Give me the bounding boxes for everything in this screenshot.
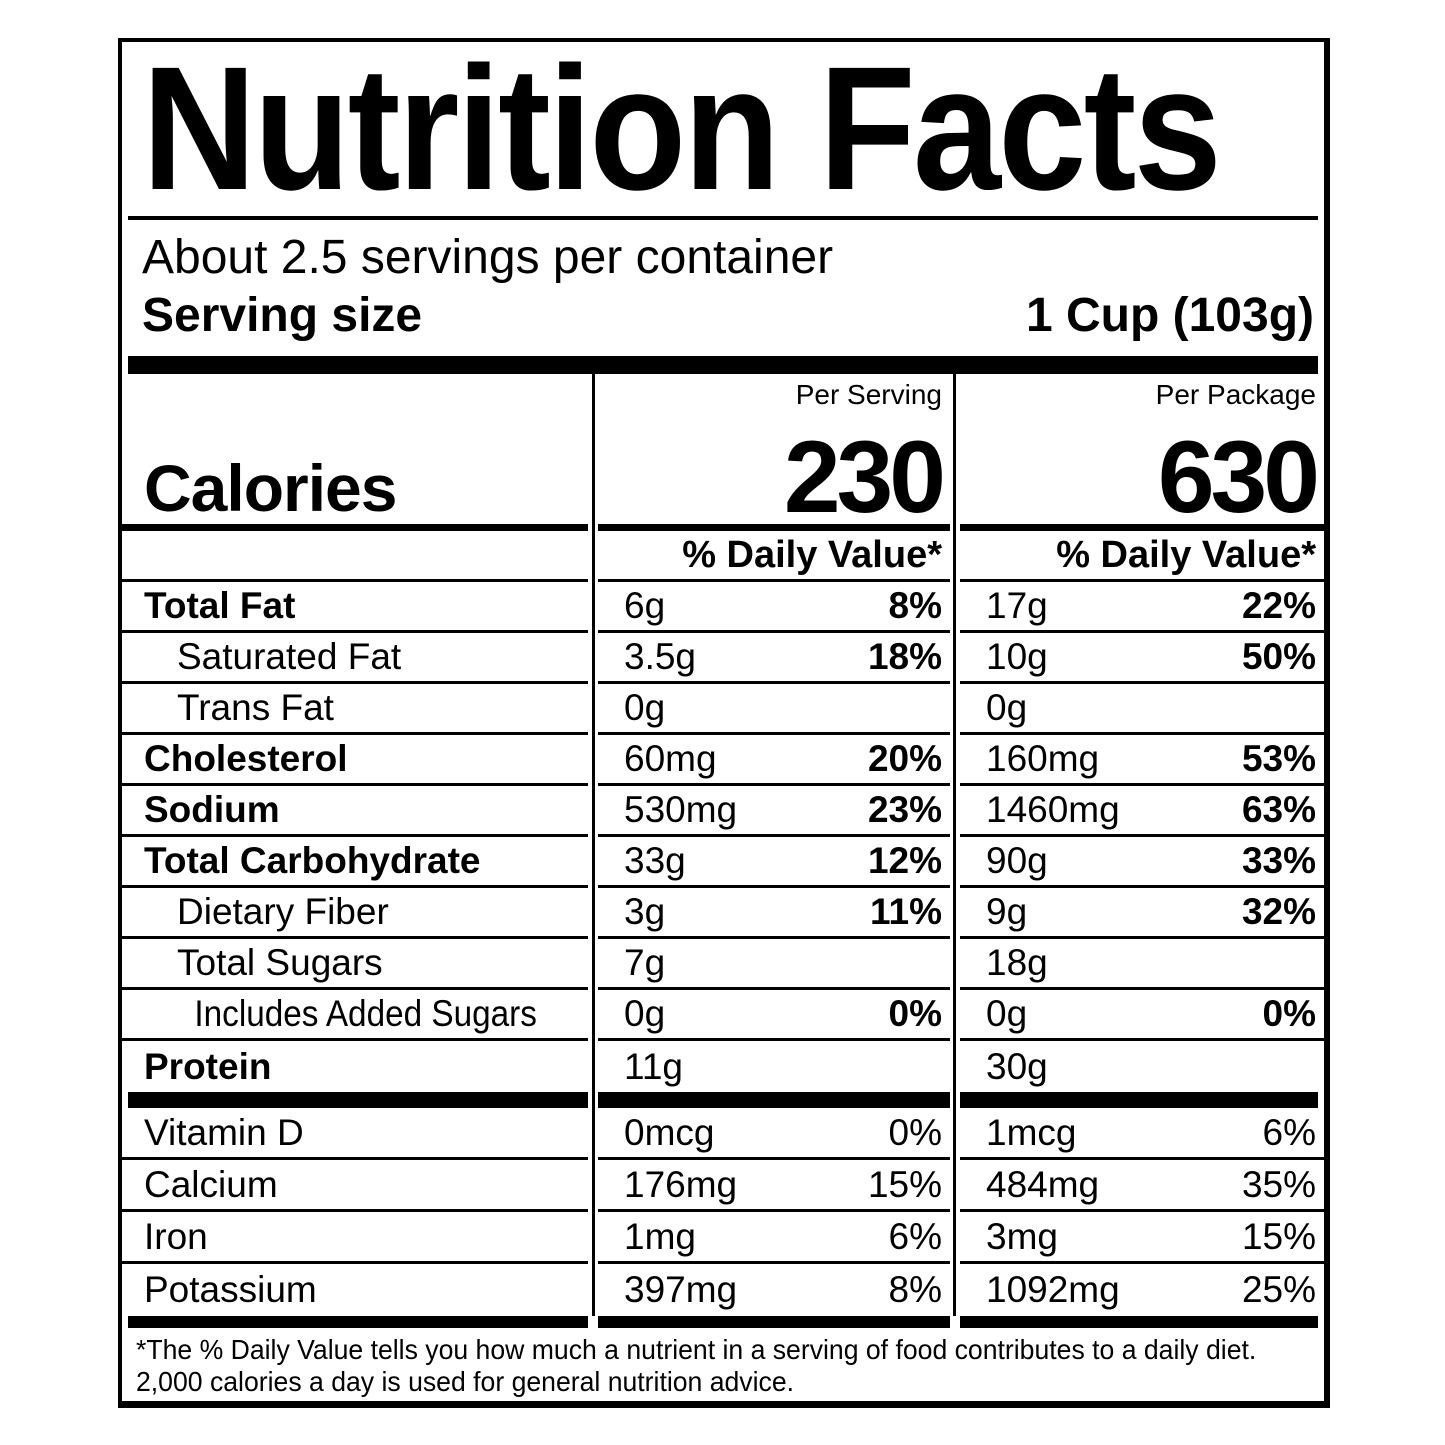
per-serving-header: Per Serving [795,379,942,411]
nutrition-table: Calories Per Serving 230 Per Package 630… [122,374,1324,1329]
table-row-sodium: Sodium 530mg 23% 1460mg 63% [122,786,1324,838]
table-row-potassium: Potassium 397mg 8% 1092mg 25% [144,1269,1316,1311]
table-row-cholesterol: Cholesterol 60mg 20% 160mg 53% [122,735,1324,787]
calories-row: Calories Per Serving 230 Per Package 630 [122,374,1324,534]
footnote-line-1: *The % Daily Value tells you how much a … [136,1334,1257,1366]
thick-bar-top [128,356,1318,375]
calories-label: Calories [144,451,397,526]
daily-value-header-package: % Daily Value* [960,531,1324,583]
serving-size-value: 1 Cup (103g) [1025,289,1314,343]
daily-value-footnote: *The % Daily Value tells you how much a … [136,1334,1314,1398]
serving-size-row: Serving size 1 Cup (103g) [142,288,1314,344]
title-divider [128,216,1318,221]
per-package-header: Per Package [1155,379,1316,411]
table-row-calcium: Calcium 176mg 15% 484mg 35% [122,1160,1324,1213]
calories-per-serving-value: 230 [783,419,946,534]
servings-per-container: About 2.5 servings per container [142,231,834,285]
calories-per-package-value: 630 [1157,419,1320,534]
thick-bar-middle [122,1092,1324,1109]
table-row-saturated-fat: Saturated Fat 3.5g 18% 10g 50% [122,633,1324,685]
column-divider-2 [953,374,956,1317]
table-row-total-sugars: Total Sugars 7g 18g [122,939,1324,991]
footnote-line-2: 2,000 calories a day is used for general… [136,1366,795,1398]
table-row-total-carbohydrate: Total Carbohydrate 33g 12% 90g 33% [122,837,1324,889]
nutrition-facts-label: Nutrition Facts About 2.5 servings per c… [118,38,1330,1408]
thick-bar-bottom [122,1316,1324,1329]
table-row-dietary-fiber: Dietary Fiber 3g 11% 9g 32% [122,888,1324,940]
table-row-iron: Iron 1mg 6% 3mg 15% [122,1212,1324,1265]
page-title: Nutrition Facts [142,38,1222,227]
table-row-added-sugars: Includes Added Sugars 0g 0% 0g 0% [122,990,1324,1042]
column-divider-1 [592,374,595,1317]
table-row-protein: Protein 11g 30g [144,1045,1048,1087]
table-row-vitamin-d: Vitamin D 0mcg 0% 1mcg 6% [122,1108,1324,1161]
serving-size-label: Serving size [142,289,423,343]
table-row-trans-fat: Trans Fat 0g 0g [122,684,1324,736]
daily-value-header-serving: % Daily Value* [598,531,950,583]
daily-value-header-row: % Daily Value* % Daily Value* [122,531,1324,583]
table-row-total-fat: Total Fat 6g 8% 17g 22% [122,582,1324,634]
